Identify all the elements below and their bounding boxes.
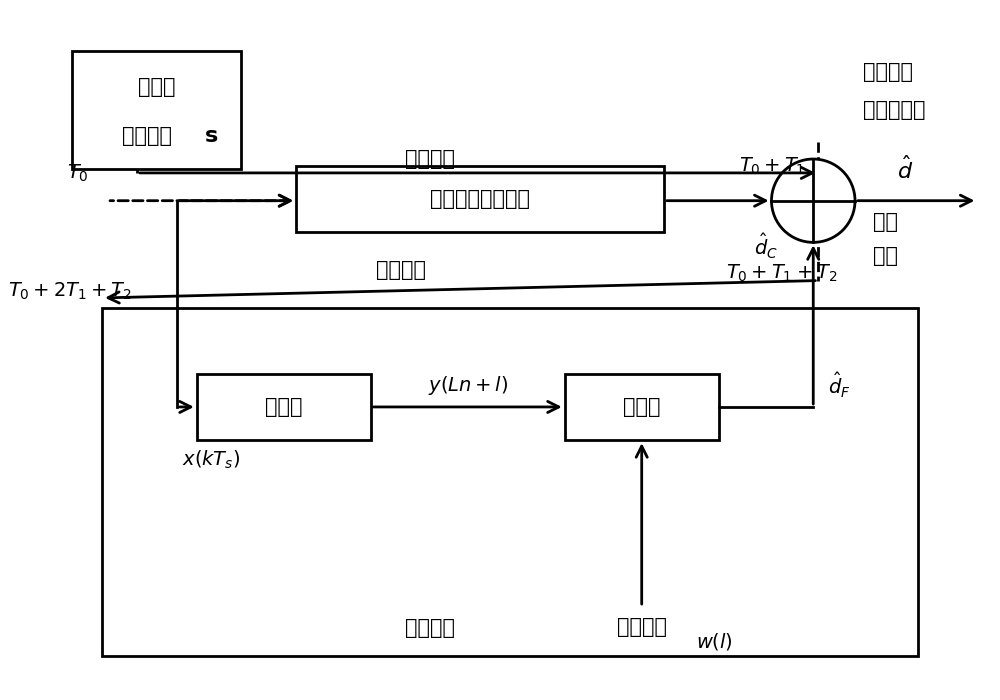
Text: 精测距: 精测距 (623, 398, 660, 417)
Text: $T_0+2T_1+T_2$: $T_0+2T_1+T_2$ (8, 280, 131, 302)
Text: $y(Ln+l)$: $y(Ln+l)$ (428, 374, 508, 396)
Text: 到达飞行器: 到达飞行器 (863, 100, 925, 120)
Text: 出去: 出去 (873, 246, 898, 266)
Text: $w(l)$: $w(l)$ (696, 631, 733, 652)
Bar (102, 308, 918, 656)
Bar (565, 374, 719, 440)
Bar (72, 51, 241, 169)
Text: 空间传输: 空间传输 (376, 260, 426, 280)
Text: $T_0+T_1+T_2$: $T_0+T_1+T_2$ (726, 263, 837, 284)
Text: $\hat{d}$: $\hat{d}$ (897, 155, 913, 183)
Text: $x(kT_s)$: $x(kT_s)$ (182, 449, 240, 471)
Text: 转发: 转发 (873, 211, 898, 232)
Text: 加权因子: 加权因子 (617, 617, 667, 638)
Text: $\mathbf{s}$: $\mathbf{s}$ (204, 127, 219, 146)
Bar (197, 374, 371, 440)
Text: $\hat{d}_F$: $\hat{d}_F$ (828, 371, 851, 400)
Text: $T_0+T_1$: $T_0+T_1$ (739, 155, 805, 176)
Text: 传统序列测距算法: 传统序列测距算法 (430, 189, 530, 209)
Bar (296, 166, 664, 232)
Text: 测距估计: 测距估计 (405, 618, 455, 638)
Text: $T_0$: $T_0$ (67, 162, 89, 183)
Text: 绝对值: 绝对值 (265, 398, 302, 417)
Text: 空间传输: 空间传输 (405, 149, 455, 169)
Ellipse shape (771, 159, 855, 242)
Text: 发送信号: 发送信号 (122, 127, 172, 146)
Text: $\hat{d}_C$: $\hat{d}_C$ (754, 232, 779, 261)
Text: 发送端: 发送端 (138, 77, 176, 97)
Text: 测距信号: 测距信号 (863, 62, 913, 82)
